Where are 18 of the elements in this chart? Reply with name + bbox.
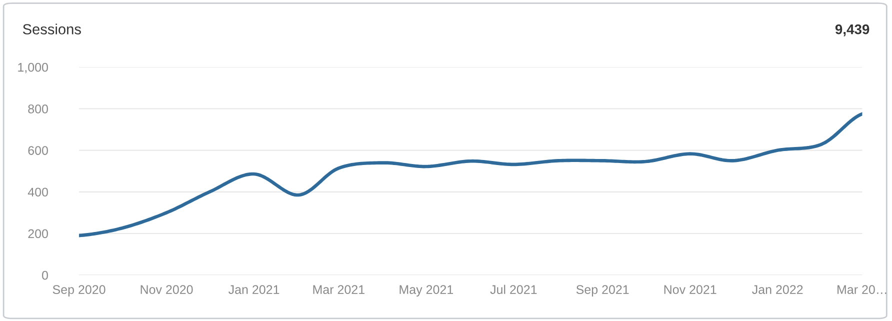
x-tick-label: Jul 2021 xyxy=(490,284,537,294)
x-tick-label: Nov 2021 xyxy=(664,285,716,294)
x-tick-label: Nov 2020 xyxy=(140,285,193,294)
y-tick-label: 1,000 xyxy=(18,62,48,74)
y-tick-label: 400 xyxy=(28,188,48,197)
text: 9,439 xyxy=(835,24,870,36)
x-tick-label: Mar 20… xyxy=(838,285,886,294)
y-tick-label: 800 xyxy=(28,104,48,114)
x-tick-label: Sep 2020 xyxy=(52,285,106,296)
x-tick-label: Mar 2021 xyxy=(313,285,364,294)
x-tick-label: Jan 2021 xyxy=(228,285,280,294)
chart-title: Sessions xyxy=(22,24,81,34)
y-tick-label: 200 xyxy=(28,229,48,238)
y-tick-label: 0 xyxy=(42,270,48,280)
y-tick-label: 600 xyxy=(28,146,48,155)
x-tick-label: May 2021 xyxy=(400,285,453,296)
x-tick-label: Sep 2021 xyxy=(576,285,629,296)
x-tick-label: Jan 2022 xyxy=(752,285,803,294)
